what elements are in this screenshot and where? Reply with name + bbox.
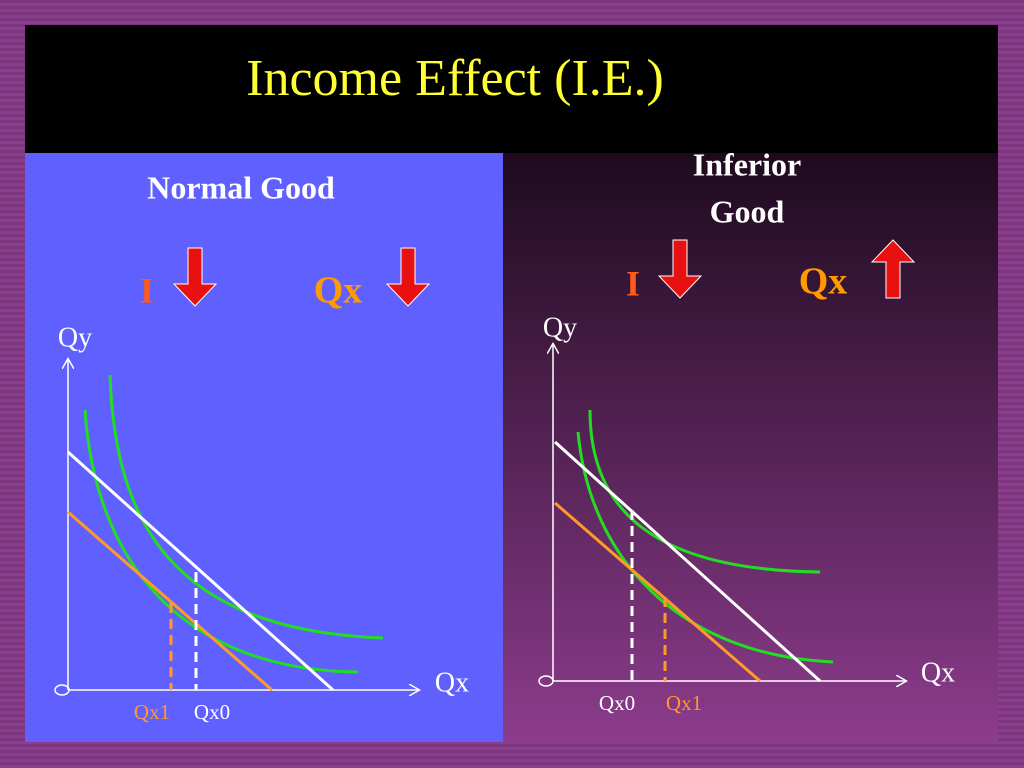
- origin: [54, 684, 70, 696]
- left-panel: [25, 153, 503, 742]
- indifference-curve: [108, 374, 384, 640]
- point-label: Qx0: [599, 691, 635, 715]
- y-axis-label: Qy: [543, 312, 577, 343]
- budget-line: [553, 440, 822, 683]
- point-label: Qx1: [666, 691, 702, 715]
- point-label: Qx1: [134, 700, 170, 724]
- income-label: I: [626, 263, 640, 303]
- y-axis-label: Qy: [58, 322, 92, 353]
- panel-heading: Normal Good: [147, 169, 335, 205]
- point-label: Qx0: [194, 700, 230, 724]
- down-arrow: [385, 247, 431, 307]
- quantity-label: Qx: [314, 270, 363, 312]
- title: Income Effect (I.E.): [246, 50, 664, 107]
- panel-heading: Inferior: [693, 146, 801, 182]
- down-arrow: [657, 239, 703, 299]
- up-arrow: [870, 239, 916, 299]
- x-axis-label: Qx: [921, 657, 955, 688]
- panel-heading: Good: [710, 193, 785, 229]
- indifference-curve: [576, 431, 834, 664]
- budget-line: [554, 501, 761, 683]
- origin: [538, 675, 554, 687]
- x-axis-label: Qx: [435, 667, 469, 698]
- indifference-curve: [83, 409, 359, 674]
- indifference-curve: [588, 409, 821, 574]
- budget-line: [66, 450, 335, 692]
- income-label: I: [140, 270, 154, 310]
- budget-line: [67, 510, 273, 692]
- quantity-label: Qx: [799, 261, 848, 303]
- right-panel: [503, 153, 998, 742]
- down-arrow: [172, 247, 218, 307]
